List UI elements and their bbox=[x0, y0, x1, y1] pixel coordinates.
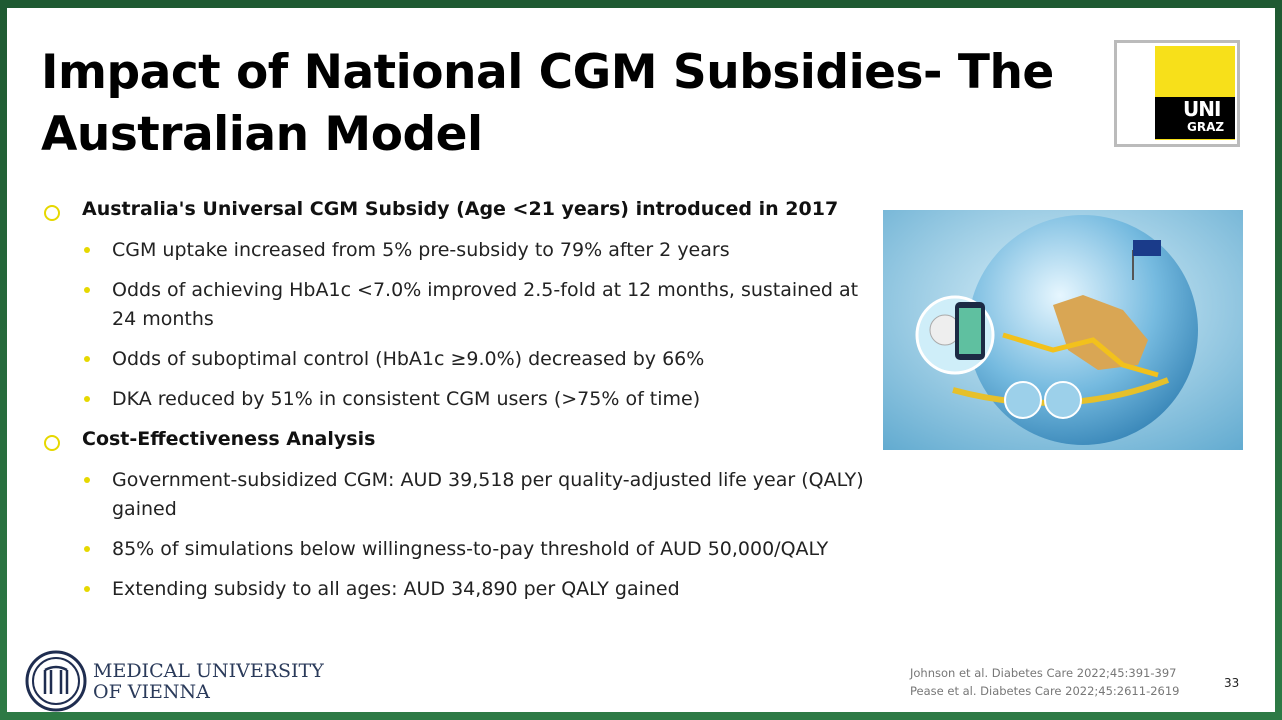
bullet-dot bbox=[84, 356, 90, 362]
bullet-heading: Cost-Effectiveness Analysis bbox=[82, 428, 376, 450]
bullet-dot bbox=[84, 396, 90, 402]
title-line: Australian Model bbox=[41, 107, 483, 162]
muv-emblem bbox=[25, 650, 87, 712]
page-number: 33 bbox=[1224, 676, 1240, 690]
uni-graz-logo: UNI GRAZ bbox=[1114, 40, 1240, 147]
institution-line: OF VIENNA bbox=[93, 681, 210, 703]
bullet-dot bbox=[84, 477, 90, 483]
title: Impact of National CGM Subsidies- The Au… bbox=[41, 42, 1054, 166]
institution: MEDICAL UNIVERSITY OF VIENNA bbox=[93, 661, 324, 703]
bullet-dot bbox=[84, 546, 90, 552]
reference: Johnson et al. Diabetes Care 2022;45:391… bbox=[910, 666, 1177, 680]
bullet-item: Extending subsidy to all ages: AUD 34,89… bbox=[112, 578, 680, 600]
bullet-dot bbox=[84, 247, 90, 253]
bullet-marker bbox=[44, 205, 60, 221]
institution-line: MEDICAL UNIVERSITY bbox=[93, 660, 324, 682]
bullet-item: CGM uptake increased from 5% pre-subsidy… bbox=[112, 239, 730, 261]
bullet-item: Government-subsidized CGM: AUD 39,518 pe… bbox=[112, 469, 864, 520]
bullet-item: 85% of simulations below willingness-to-… bbox=[112, 538, 829, 560]
bullet-marker bbox=[44, 435, 60, 451]
bullet-dot bbox=[84, 586, 90, 592]
logo-black bbox=[1155, 97, 1235, 139]
bullet-dot bbox=[84, 287, 90, 293]
bullet-item: DKA reduced by 51% in consistent CGM use… bbox=[112, 388, 701, 410]
bullet-item: Odds of suboptimal control (HbA1c ≥9.0%)… bbox=[112, 348, 705, 370]
reference: Pease et al. Diabetes Care 2022;45:2611-… bbox=[910, 684, 1180, 698]
slide: Impact of National CGM Subsidies- The Au… bbox=[7, 8, 1275, 712]
logo-text: UNI bbox=[1183, 97, 1221, 121]
bullet-heading: Australia's Universal CGM Subsidy (Age <… bbox=[82, 198, 839, 220]
logo-text: GRAZ bbox=[1187, 120, 1225, 134]
illustration bbox=[883, 210, 1243, 450]
title-line: Impact of National CGM Subsidies- The bbox=[41, 45, 1054, 100]
bullet-item: Odds of achieving HbA1c <7.0% improved 2… bbox=[112, 279, 859, 330]
references: Johnson et al. Diabetes Care 2022;45:391… bbox=[910, 664, 1179, 700]
